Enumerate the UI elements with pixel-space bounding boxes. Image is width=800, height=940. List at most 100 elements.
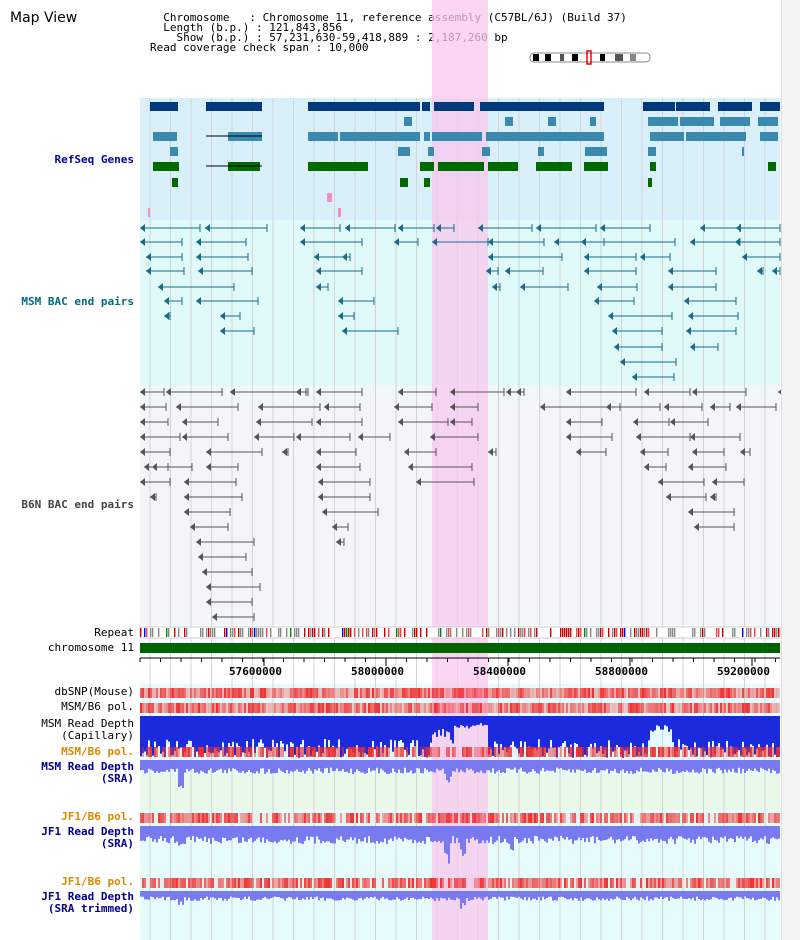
msm-sra-depth bbox=[396, 760, 398, 774]
msm-depth-sra-label-1[interactable]: MSM Read Depth bbox=[41, 760, 134, 773]
jf1-b6-polymorphism bbox=[234, 813, 236, 823]
jf1-sra-depth bbox=[710, 826, 712, 844]
jf1-sra-depth bbox=[752, 826, 754, 842]
msm-b6-pol-sra bbox=[428, 747, 430, 757]
b6n-bac-pair-end bbox=[206, 448, 211, 456]
jf1-b6-polymorphism bbox=[394, 813, 396, 823]
jf1-b6-pol-2 bbox=[530, 878, 532, 888]
jf1-b6-polymorphism bbox=[536, 813, 538, 823]
jf1-sra-depth bbox=[144, 826, 146, 842]
jf1-sra-depth bbox=[382, 826, 384, 843]
jf1-sra-depth bbox=[662, 826, 664, 841]
msm-sra-depth bbox=[368, 760, 370, 768]
msm-b6-polymorphism bbox=[268, 703, 270, 713]
dbsnp-density bbox=[362, 688, 364, 698]
msm-sra-depth bbox=[276, 760, 278, 773]
msm-b6-polymorphism bbox=[542, 703, 544, 713]
msm-capillary-depth bbox=[506, 716, 508, 752]
msm-sra-depth bbox=[736, 760, 738, 773]
jf1-b6-polymorphism bbox=[378, 813, 380, 823]
vertical-scrollbar[interactable] bbox=[781, 0, 800, 940]
jf1-sra-trimmed-depth bbox=[528, 891, 530, 898]
jf1-b6-polymorphism bbox=[282, 813, 284, 823]
repeat-element bbox=[748, 628, 750, 637]
jf1-sra-depth bbox=[176, 826, 178, 842]
jf1-sra-depth bbox=[478, 826, 480, 844]
dbsnp-density bbox=[426, 688, 428, 698]
jf1-b6-polymorphism bbox=[478, 813, 480, 823]
jf1-sra-trimmed-depth bbox=[262, 891, 264, 899]
repeat-element bbox=[754, 628, 756, 637]
dbsnp-density bbox=[716, 688, 718, 698]
dbsnp-density bbox=[368, 688, 370, 698]
msm-b6-polymorphism bbox=[336, 703, 338, 713]
jf1-sra-trimmed-depth bbox=[678, 891, 680, 899]
dbsnp-density bbox=[150, 688, 152, 698]
dbsnp-density bbox=[376, 688, 378, 698]
jf1-sra-depth bbox=[480, 826, 482, 844]
b6n-bac-label[interactable]: B6N BAC end pairs bbox=[21, 498, 134, 511]
jf1-sra-trimmed-depth bbox=[640, 891, 642, 898]
repeat-element bbox=[270, 628, 272, 637]
jf1-b6-pol-2 bbox=[488, 878, 490, 888]
jf1-depth-label-1[interactable]: JF1 Read Depth bbox=[41, 825, 134, 838]
msm-b6-pol-label[interactable]: MSM/B6 pol. bbox=[61, 700, 134, 713]
msm-b6-polymorphism bbox=[512, 703, 514, 713]
msm-sra-depth bbox=[308, 760, 310, 769]
jf1-sra-trimmed-depth bbox=[594, 891, 596, 901]
repeat-element bbox=[496, 628, 498, 637]
msm-bac-label[interactable]: MSM BAC end pairs bbox=[21, 295, 134, 308]
msm-b6-polymorphism bbox=[364, 703, 366, 713]
jf1-b6-polymorphism bbox=[256, 813, 258, 823]
jf1-sra-depth bbox=[636, 826, 638, 841]
msm-b6-polymorphism bbox=[692, 703, 694, 713]
jf1-sra-trimmed-depth bbox=[442, 891, 444, 899]
jf1-b6-pol-2 bbox=[744, 878, 746, 888]
dbsnp-density bbox=[550, 688, 552, 698]
axis-tick-label: 59200000 bbox=[717, 665, 770, 678]
dbsnp-density bbox=[316, 688, 318, 698]
dbsnp-density bbox=[374, 688, 376, 698]
msm-b6-pol-label-2[interactable]: MSM/B6 pol. bbox=[61, 745, 134, 758]
dbsnp-density bbox=[722, 688, 724, 698]
jf1-b6-pol-2 bbox=[322, 878, 324, 888]
msm-depth-cap-label-1[interactable]: MSM Read Depth bbox=[41, 717, 134, 730]
b6n-bac-pair-end bbox=[710, 493, 715, 501]
msm-capillary-depth bbox=[720, 716, 722, 750]
msm-b6-pol-sra bbox=[204, 747, 206, 757]
dbsnp-density bbox=[666, 688, 668, 698]
msm-capillary-depth bbox=[764, 716, 766, 751]
dbsnp-density bbox=[736, 688, 738, 698]
jf1-sra-depth bbox=[598, 826, 600, 840]
jf1-b6-pol-label[interactable]: JF1/B6 pol. bbox=[61, 810, 134, 823]
jf1-b6-pol-label-2[interactable]: JF1/B6 pol. bbox=[61, 875, 134, 888]
dbsnp-density bbox=[572, 688, 574, 698]
msm-sra-depth bbox=[776, 760, 778, 774]
jf1-b6-pol-2 bbox=[714, 878, 716, 888]
dbsnp-label[interactable]: dbSNP(Mouse) bbox=[54, 685, 134, 698]
repeat-element bbox=[166, 628, 168, 637]
msm-sra-depth bbox=[384, 760, 386, 773]
msm-b6-polymorphism bbox=[774, 703, 776, 713]
msm-b6-pol-sra bbox=[584, 747, 586, 757]
msm-b6-polymorphism bbox=[616, 703, 618, 713]
jf1-b6-polymorphism bbox=[446, 813, 448, 823]
refseq-genes-label[interactable]: RefSeq Genes bbox=[54, 153, 134, 166]
msm-b6-polymorphism bbox=[640, 703, 642, 713]
dbsnp-density bbox=[344, 688, 346, 698]
jf1-sra-trimmed-depth bbox=[384, 891, 386, 899]
msm-sra-depth bbox=[624, 760, 626, 773]
dbsnp-density bbox=[210, 688, 212, 698]
msm-b6-pol-sra bbox=[324, 747, 326, 757]
msm-capillary-depth bbox=[430, 716, 432, 743]
msm-b6-polymorphism bbox=[708, 703, 710, 713]
msm-b6-polymorphism bbox=[610, 703, 612, 713]
msm-b6-pol-sra bbox=[320, 747, 322, 757]
jf1-b6-pol-2 bbox=[434, 878, 436, 888]
msm-capillary-depth bbox=[544, 716, 546, 748]
msm-b6-polymorphism bbox=[224, 703, 226, 713]
msm-b6-pol-sra bbox=[532, 747, 534, 757]
dbsnp-density bbox=[324, 688, 326, 698]
jf1-trim-label-1[interactable]: JF1 Read Depth bbox=[41, 890, 134, 903]
